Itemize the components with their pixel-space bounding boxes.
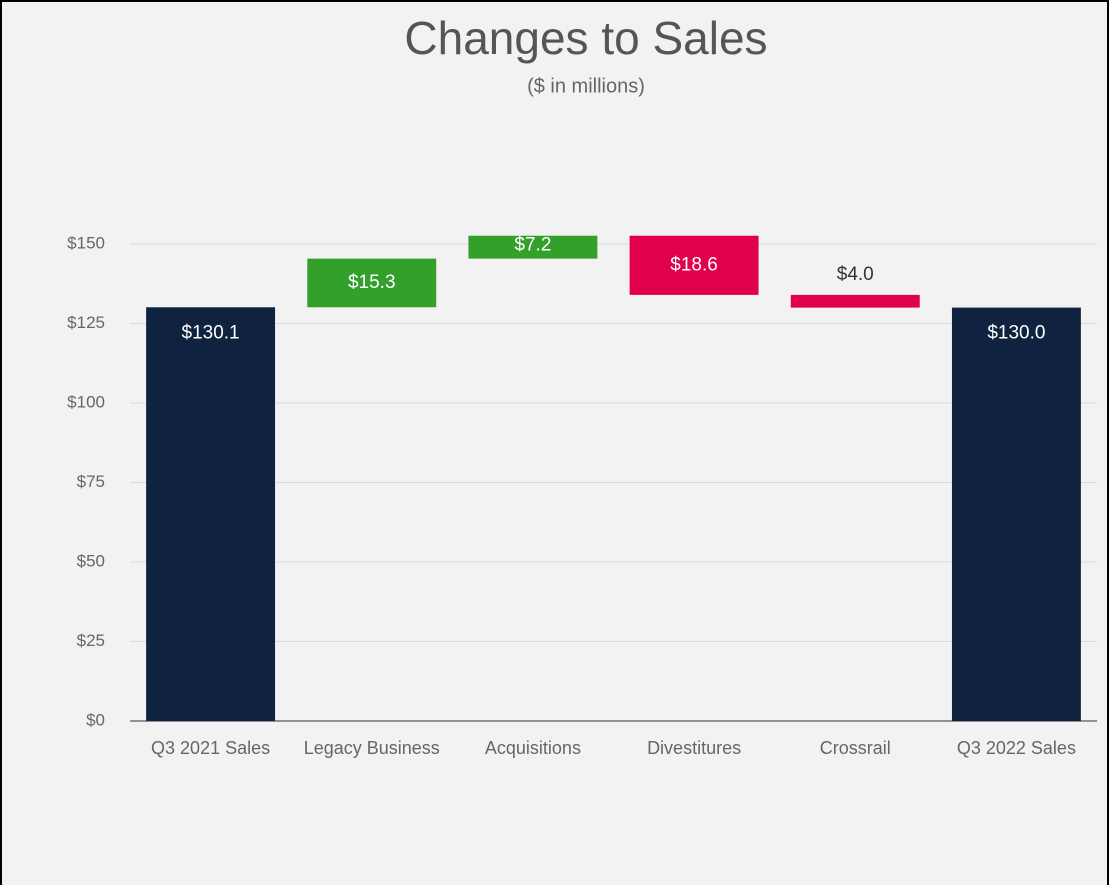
value-label: $18.6 — [670, 254, 718, 275]
y-tick-label: $125 — [67, 313, 105, 332]
chart-title: Changes to Sales — [404, 12, 767, 64]
bar — [146, 307, 276, 721]
chart-subtitle: ($ in millions) — [527, 75, 645, 97]
value-label: $130.1 — [182, 322, 240, 343]
y-tick-label: $25 — [77, 631, 105, 650]
bar — [629, 235, 759, 295]
value-label: $4.0 — [837, 264, 874, 285]
y-tick-label: $50 — [77, 551, 105, 570]
y-tick-label: $150 — [67, 233, 105, 252]
x-tick-label: Crossrail — [820, 738, 891, 758]
bar — [468, 235, 598, 259]
x-tick-label: Divestitures — [647, 738, 741, 758]
x-tick-label: Acquisitions — [485, 738, 581, 758]
value-label: $15.3 — [348, 272, 396, 293]
value-label: $7.2 — [514, 235, 551, 256]
value-label: $130.0 — [987, 323, 1045, 344]
x-tick-label: Q3 2022 Sales — [957, 738, 1076, 758]
x-tick-label: Q3 2021 Sales — [151, 738, 270, 758]
y-tick-label: $100 — [67, 392, 105, 411]
y-tick-label: $0 — [86, 710, 105, 729]
x-tick-label: Legacy Business — [304, 738, 440, 758]
bar — [790, 294, 920, 308]
bar — [307, 258, 437, 308]
bar — [951, 307, 1081, 721]
y-tick-label: $75 — [77, 472, 105, 491]
